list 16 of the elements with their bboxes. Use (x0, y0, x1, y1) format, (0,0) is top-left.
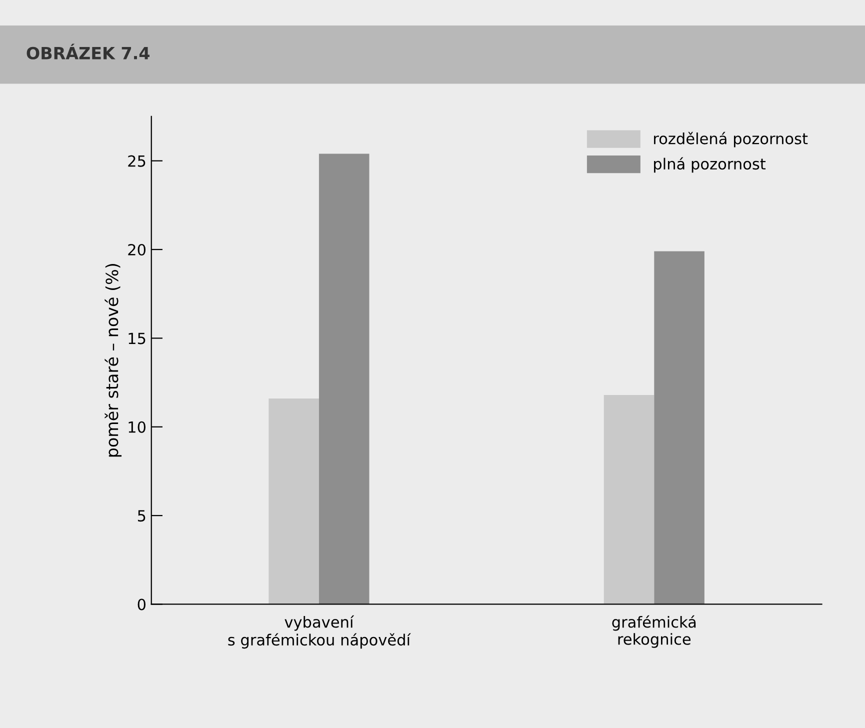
legend-label: plná pozornost (654, 157, 766, 173)
bar (654, 251, 704, 604)
bar (318, 154, 370, 604)
x-tick-label: grafémická rekognice (612, 615, 696, 648)
chart-title: OBRÁZEK 7.4 (26, 44, 150, 60)
y-tick-label: 25 (128, 155, 146, 167)
bar (604, 394, 654, 604)
y-tick-label: 15 (128, 332, 146, 344)
y-tick-label: 5 (138, 510, 146, 522)
legend-label: rozdělená pozornost (654, 132, 808, 148)
y-axis-title: poměr staré – nové (%) (104, 264, 122, 457)
y-tick-label: 20 (128, 244, 146, 256)
y-tick-label: 0 (138, 598, 146, 610)
x-tick-label: vybavení s grafémickou nápovědí (228, 615, 411, 649)
bar (268, 398, 319, 604)
y-tick-label: 10 (128, 421, 146, 433)
